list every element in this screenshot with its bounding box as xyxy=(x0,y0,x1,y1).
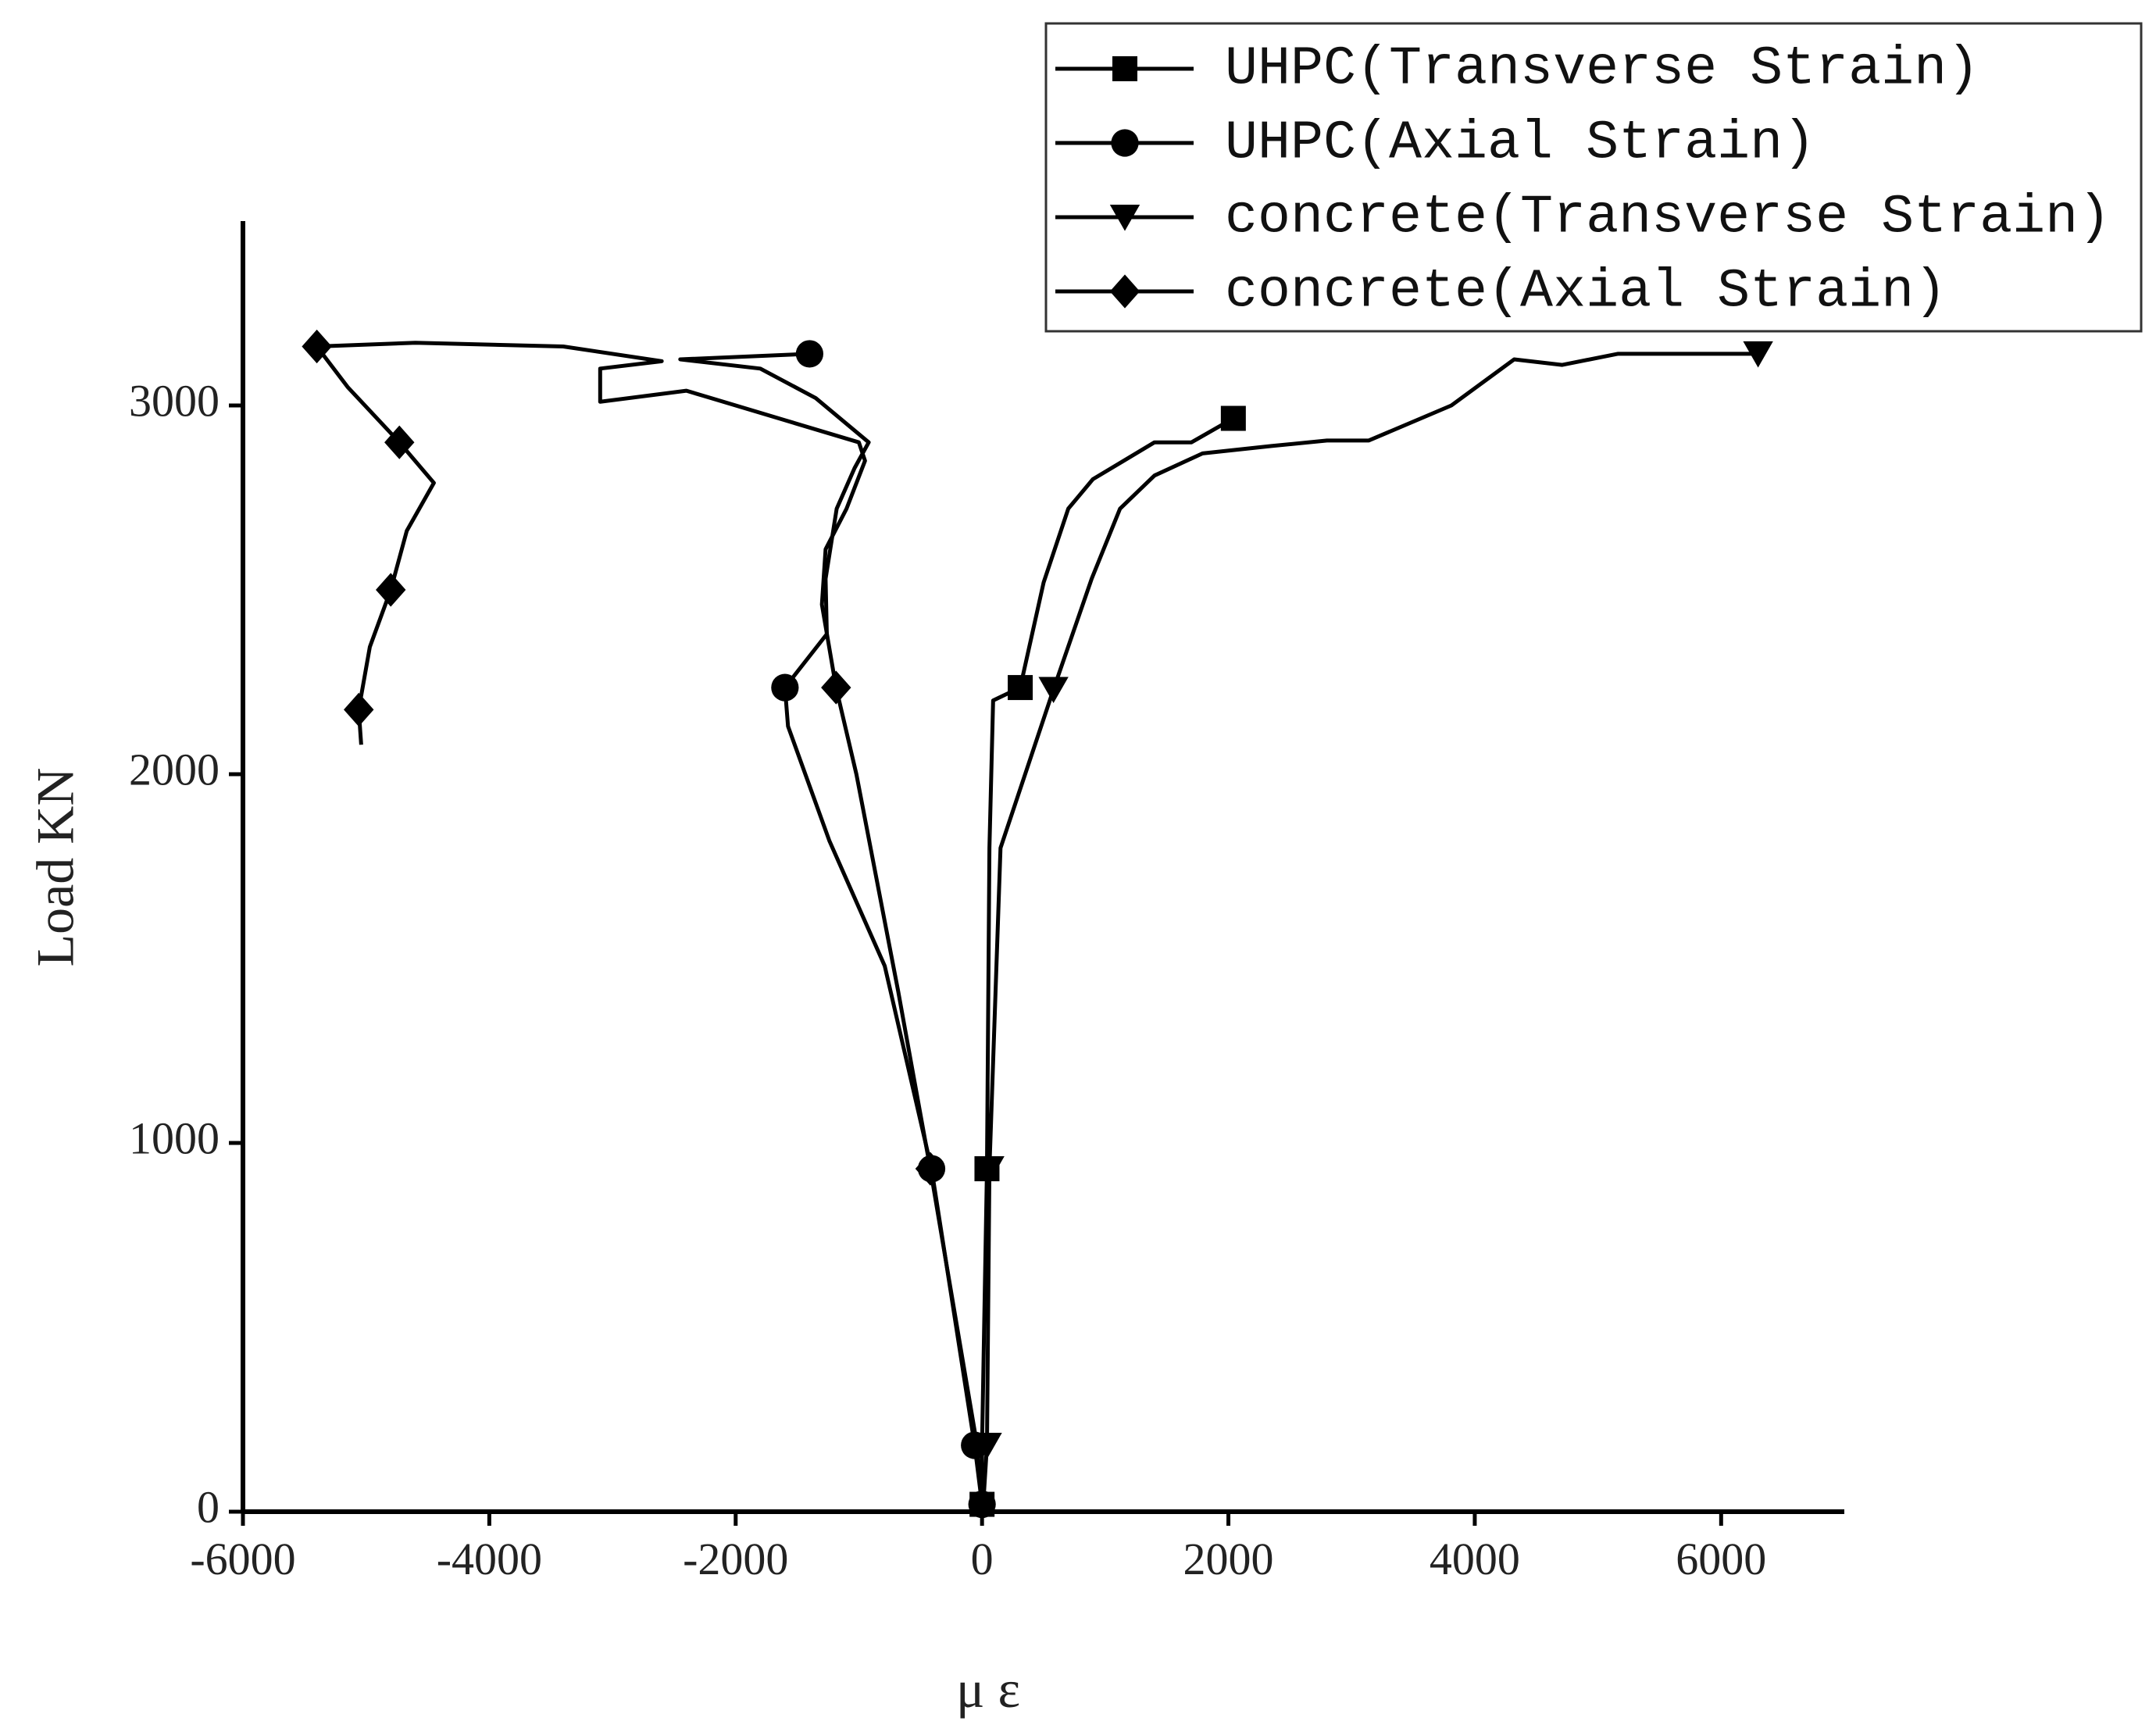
y-tick-label: 2000 xyxy=(129,744,220,795)
data-point xyxy=(344,692,374,727)
x-tick-label: 4000 xyxy=(1430,1534,1520,1584)
legend-box xyxy=(1044,22,2143,333)
series-line xyxy=(678,352,984,1505)
data-point xyxy=(1743,341,1773,368)
data-point xyxy=(1038,677,1069,704)
data-point xyxy=(384,425,415,459)
y-tick-label: 1000 xyxy=(129,1112,220,1163)
data-point xyxy=(771,673,799,702)
data-point xyxy=(821,670,851,705)
y-axis-label: Load KN xyxy=(26,768,85,967)
y-tick-label: 0 xyxy=(197,1481,220,1532)
data-point xyxy=(972,1433,1002,1459)
x-tick-label: 2000 xyxy=(1183,1534,1274,1584)
x-tick-label: -2000 xyxy=(683,1534,788,1584)
legend-marker xyxy=(1109,205,1140,231)
series-line xyxy=(980,416,1235,1505)
data-point xyxy=(795,340,823,368)
legend-marker xyxy=(1112,56,1137,81)
series-line xyxy=(981,352,1758,1505)
data-point xyxy=(1008,675,1033,701)
x-tick-label: 6000 xyxy=(1676,1534,1766,1584)
data-point xyxy=(915,1152,946,1186)
data-point xyxy=(1220,405,1246,431)
y-tick-label: 3000 xyxy=(129,375,220,426)
legend-marker xyxy=(1109,274,1140,309)
data-point xyxy=(302,329,332,364)
legend-label: concrete(Transverse Strain) xyxy=(1225,187,2111,248)
data-point xyxy=(974,1156,1005,1183)
legend-label: concrete(Axial Strain) xyxy=(1225,261,1947,323)
legend-label: UHPC(Transverse Strain) xyxy=(1225,38,1979,100)
x-tick-label: -6000 xyxy=(190,1534,295,1584)
legend-marker xyxy=(1111,129,1139,157)
x-tick-label: -4000 xyxy=(437,1534,542,1584)
data-point xyxy=(376,573,406,607)
x-axis-label: μ ε xyxy=(956,1659,1020,1719)
legend-label: UHPC(Axial Strain) xyxy=(1225,112,1815,174)
series-line xyxy=(315,341,984,1505)
x-tick-label: 0 xyxy=(971,1534,994,1584)
